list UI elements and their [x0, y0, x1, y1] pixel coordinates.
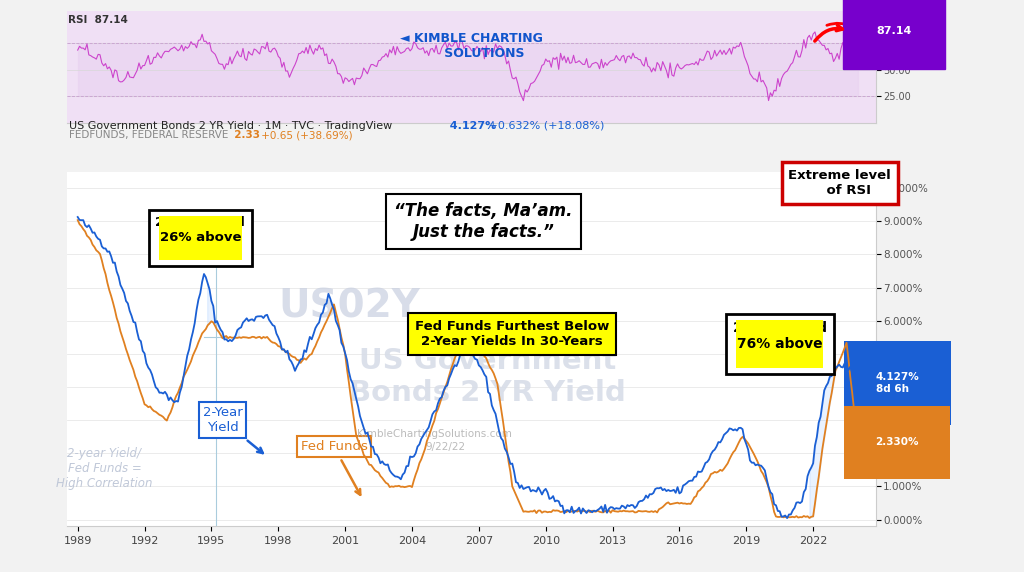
Text: US Government
Bonds 2 YR Yield: US Government Bonds 2 YR Yield	[349, 347, 626, 407]
Text: +0.65 (+38.69%): +0.65 (+38.69%)	[258, 130, 352, 140]
Text: RSI  87.14: RSI 87.14	[69, 15, 128, 25]
Text: US02Y: US02Y	[279, 287, 421, 325]
Text: KimbleChartingSolutions.com: KimbleChartingSolutions.com	[356, 429, 512, 439]
Text: 2-year Yield
76% above
Fed Funds: 2-year Yield 76% above Fed Funds	[733, 321, 826, 367]
Text: 9/22/22: 9/22/22	[425, 442, 466, 452]
Text: 76% above: 76% above	[737, 321, 822, 367]
Text: 2-year Yield
26% above
Fed Funds: 2-year Yield 26% above Fed Funds	[156, 216, 245, 259]
Text: “The facts, Ma’am.
Just the facts.”: “The facts, Ma’am. Just the facts.”	[394, 202, 572, 241]
Text: ◄ KIMBLE CHARTING
      SOLUTIONS: ◄ KIMBLE CHARTING SOLUTIONS	[399, 31, 543, 59]
Text: 87.14: 87.14	[877, 26, 912, 35]
Text: 2.33: 2.33	[227, 130, 260, 140]
Text: +0.632% (+18.08%): +0.632% (+18.08%)	[485, 121, 605, 130]
Text: 4.127%: 4.127%	[442, 121, 497, 130]
Text: 2-Year
Yield: 2-Year Yield	[203, 406, 263, 453]
Text: FEDFUNDS, FEDERAL RESERVE: FEDFUNDS, FEDERAL RESERVE	[69, 130, 228, 140]
Text: Extreme level
    of RSI: Extreme level of RSI	[788, 169, 891, 197]
Text: US Government Bonds 2 YR Yield · 1M · TVC · TradingView: US Government Bonds 2 YR Yield · 1M · TV…	[69, 121, 392, 130]
Text: 2-year Yield/
Fed Funds =
High Correlation: 2-year Yield/ Fed Funds = High Correlati…	[56, 447, 153, 490]
Text: Fed Funds: Fed Funds	[301, 440, 368, 495]
Text: 26% above: 26% above	[160, 216, 241, 259]
Text: 2.330%: 2.330%	[876, 438, 919, 447]
Text: 4.127%
8d 6h: 4.127% 8d 6h	[876, 372, 920, 394]
Text: Fed Funds Furthest Below
2-Year Yields In 30-Years: Fed Funds Furthest Below 2-Year Yields I…	[415, 320, 609, 348]
